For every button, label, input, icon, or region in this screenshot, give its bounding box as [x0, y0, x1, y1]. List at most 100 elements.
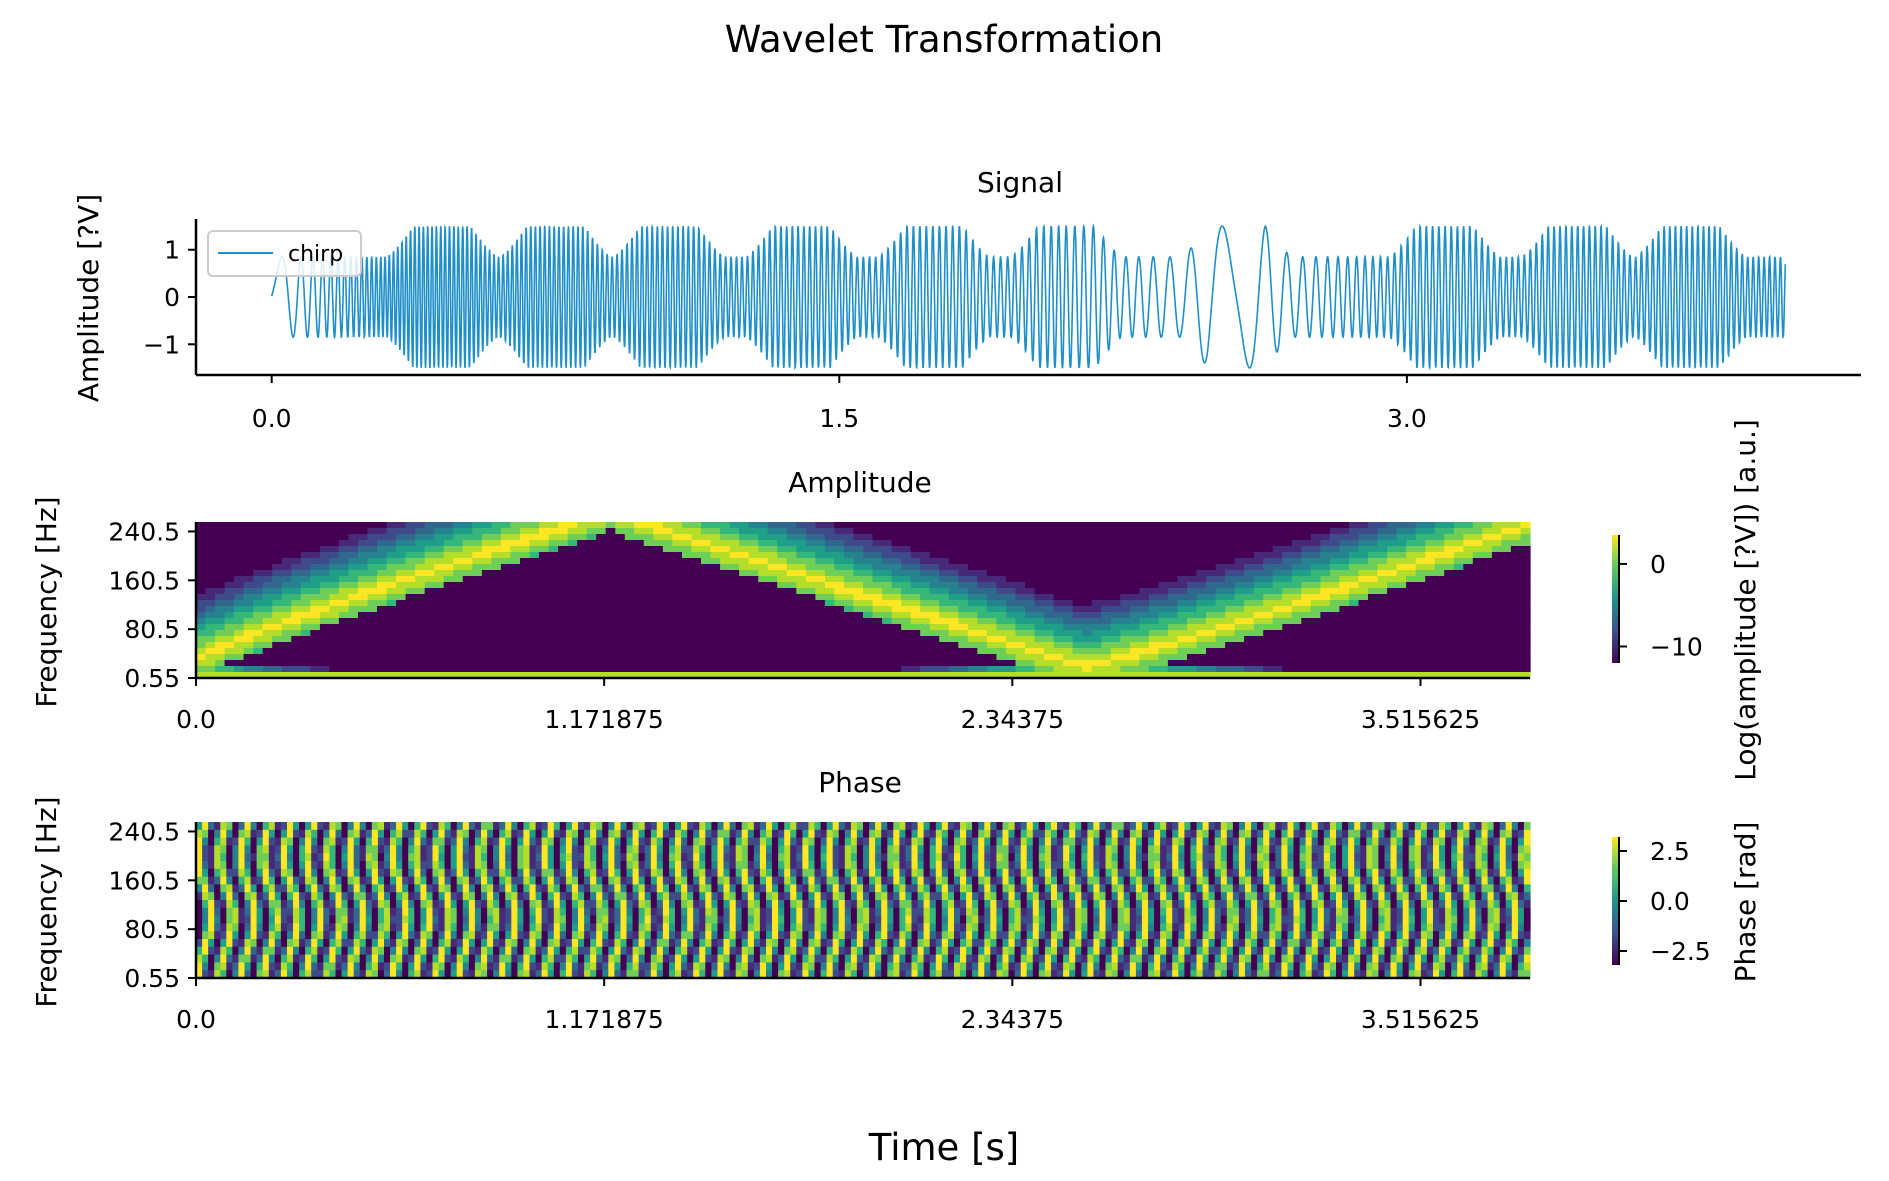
- phase-heatmap-cell: [869, 837, 876, 846]
- phase-heatmap-cell: [632, 853, 640, 862]
- amplitude-heatmap-cell: [1044, 552, 1055, 559]
- amplitude-heatmap-cell: [1082, 660, 1093, 667]
- amplitude-heatmap-cell: [958, 618, 969, 625]
- phase-heatmap-cell: [565, 837, 573, 846]
- phase-heatmap-cell: [1384, 822, 1392, 831]
- amplitude-heatmap-cell: [1339, 630, 1350, 637]
- phase-heatmap-cell: [250, 861, 258, 870]
- amplitude-heatmap-cell: [405, 648, 416, 655]
- amplitude-heatmap-cell: [853, 624, 864, 631]
- amplitude-heatmap-cell: [624, 534, 635, 541]
- amplitude-heatmap-cell: [920, 624, 931, 631]
- amplitude-heatmap-cell: [920, 582, 931, 589]
- amplitude-heatmap-cell: [1339, 624, 1350, 631]
- amplitude-heatmap-cell: [262, 612, 273, 619]
- amplitude-heatmap-cell: [1501, 636, 1512, 643]
- phase-heatmap-cell: [1044, 822, 1052, 831]
- amplitude-heatmap-cell: [805, 642, 816, 649]
- amplitude-heatmap-cell: [1082, 636, 1093, 643]
- amplitude-heatmap-cell: [1339, 636, 1350, 643]
- amplitude-heatmap-cell: [1349, 582, 1360, 589]
- phase-heatmap-cell: [1451, 845, 1458, 854]
- amplitude-heatmap-cell: [272, 534, 283, 541]
- amplitude-heatmap-cell: [224, 570, 235, 577]
- phase-heatmap-cell: [838, 837, 846, 846]
- amplitude-heatmap-cell: [1225, 546, 1236, 553]
- amplitude-heatmap-cell: [1368, 600, 1379, 607]
- amplitude-heatmap-cell: [758, 672, 769, 679]
- amplitude-heatmap-cell: [243, 558, 254, 565]
- phase-heatmap-cell: [802, 822, 810, 831]
- phase-heatmap-cell: [1293, 853, 1301, 862]
- phase-heatmap-cell: [966, 861, 973, 870]
- amplitude-heatmap-cell: [1282, 672, 1293, 679]
- phase-heatmap-cell: [717, 837, 725, 846]
- amplitude-heatmap-cell: [977, 630, 988, 637]
- amplitude-heatmap-cell: [386, 648, 397, 655]
- amplitude-heatmap-cell: [338, 522, 349, 529]
- amplitude-heatmap-cell: [605, 552, 616, 559]
- phase-heatmap-cell: [420, 861, 428, 870]
- amplitude-heatmap-cell: [1091, 672, 1102, 679]
- amplitude-heatmap-cell: [396, 624, 407, 631]
- phase-heatmap-cell: [1184, 829, 1192, 839]
- amplitude-heatmap-cell: [653, 600, 664, 607]
- phase-heatmap-cell: [893, 845, 900, 854]
- amplitude-heatmap-cell: [1005, 558, 1016, 565]
- amplitude-heatmap-cell: [491, 666, 502, 673]
- amplitude-heatmap-cell: [386, 654, 397, 661]
- amplitude-heatmap-cell: [1129, 558, 1140, 565]
- amplitude-heatmap-cell: [653, 594, 664, 601]
- amplitude-heatmap-cell: [882, 540, 893, 547]
- amplitude-heatmap-cell: [1063, 666, 1074, 673]
- phase-heatmap-cell: [584, 829, 591, 839]
- amplitude-heatmap-cell: [567, 672, 578, 679]
- amplitude-heatmap-cell: [1501, 606, 1512, 613]
- phase-heatmap-cell: [1493, 822, 1501, 831]
- amplitude-heatmap-cell: [396, 642, 407, 649]
- phase-heatmap-cell: [220, 822, 227, 831]
- amplitude-heatmap-cell: [396, 552, 407, 559]
- amplitude-heatmap-cell: [1444, 522, 1455, 529]
- phase-heatmap-cell: [414, 845, 421, 854]
- amplitude-heatmap-cell: [824, 672, 835, 679]
- amplitude-heatmap-cell: [520, 546, 531, 553]
- amplitude-heatmap-cell: [910, 672, 921, 679]
- phase-heatmap-cell: [1123, 861, 1131, 870]
- phase-heatmap-cell: [1038, 861, 1046, 870]
- amplitude-heatmap-cell: [796, 600, 807, 607]
- phase-heatmap-cell: [1469, 853, 1477, 862]
- amplitude-heatmap-cell: [500, 582, 511, 589]
- amplitude-heatmap-cell: [1406, 648, 1417, 655]
- amplitude-heatmap-cell: [1263, 522, 1274, 529]
- amplitude-heatmap-cell: [481, 636, 492, 643]
- amplitude-heatmap-cell: [1444, 624, 1455, 631]
- amplitude-heatmap-cell: [634, 576, 645, 583]
- amplitude-heatmap-cell: [720, 612, 731, 619]
- amplitude-heatmap-cell: [815, 528, 826, 535]
- amplitude-heatmap-cell: [948, 528, 959, 535]
- amplitude-heatmap-cell: [386, 666, 397, 673]
- amplitude-heatmap-cell: [1349, 618, 1360, 625]
- amplitude-heatmap-cell: [224, 600, 235, 607]
- phase-heatmap-cell: [353, 837, 361, 846]
- amplitude-heatmap-cell: [958, 564, 969, 571]
- phase-heatmap-cell: [481, 837, 488, 846]
- phase-heatmap-cell: [905, 829, 913, 839]
- amplitude-heatmap-cell: [310, 630, 321, 637]
- amplitude-heatmap-cell: [1339, 654, 1350, 661]
- amplitude-heatmap-cell: [377, 522, 388, 529]
- amplitude-heatmap-cell: [929, 528, 940, 535]
- amplitude-heatmap-cell: [1510, 660, 1521, 667]
- phase-heatmap-cell: [262, 845, 270, 854]
- amplitude-heatmap-cell: [262, 528, 273, 535]
- amplitude-heatmap-cell: [1472, 618, 1483, 625]
- phase-heatmap-cell: [602, 822, 609, 831]
- phase-heatmap-cell: [1081, 853, 1088, 862]
- amplitude-heatmap-cell: [739, 540, 750, 547]
- amplitude-heatmap-cell: [396, 528, 407, 535]
- phase-heatmap-cell: [711, 837, 719, 846]
- amplitude-heatmap-cell: [1396, 660, 1407, 667]
- phase-heatmap-cell: [778, 845, 785, 854]
- amplitude-heatmap-cell: [234, 624, 245, 631]
